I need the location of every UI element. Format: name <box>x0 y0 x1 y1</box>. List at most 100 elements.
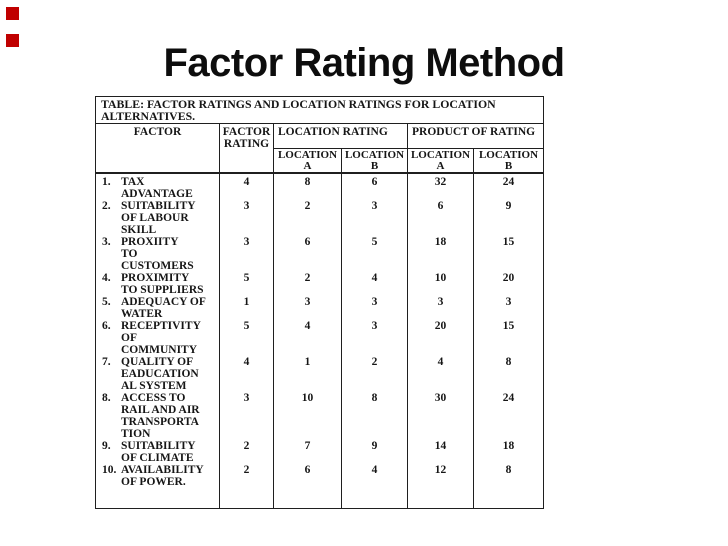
factor-number: 2. <box>102 200 111 212</box>
table-subheader-row: LOCATION A LOCATION B LOCATION A LOCATIO… <box>96 148 545 174</box>
table-row: 4. PROXIMITY TO SUPPLIERS 5 2 4 10 20 <box>95 272 545 296</box>
factor-name: PROXIITY TO CUSTOMERS <box>121 236 194 272</box>
table-row: 8. ACCESS TO RAIL AND AIR TRANSPORTA TION… <box>95 392 545 440</box>
location-a-rating-cell: 6 <box>273 236 342 272</box>
factor-rating-cell: 3 <box>219 236 274 272</box>
product-a-cell: 10 <box>407 272 474 296</box>
product-b-cell: 8 <box>472 464 545 488</box>
factor-rating-cell: 3 <box>219 392 274 440</box>
factor-rating-cell: 2 <box>219 464 274 488</box>
factor-cell: 6. RECEPTIVITY OF COMMUNITY <box>95 320 220 356</box>
product-b-cell: 8 <box>472 356 545 392</box>
factor-number: 4. <box>102 272 111 284</box>
location-a-rating-cell: 1 <box>273 356 342 392</box>
location-a-rating-cell: 3 <box>273 296 342 320</box>
subheader-location-a: LOCATION A <box>407 148 474 174</box>
factor-cell: 3. PROXIITY TO CUSTOMERS <box>95 236 220 272</box>
spacer-cell <box>407 488 474 509</box>
spacer-cell <box>273 488 342 509</box>
spacer-cell <box>341 488 408 509</box>
factor-name: RECEPTIVITY OF COMMUNITY <box>121 320 201 356</box>
product-a-cell: 18 <box>407 236 474 272</box>
factor-name: SUITABILITY OF CLIMATE <box>121 440 196 464</box>
table-row: 6. RECEPTIVITY OF COMMUNITY 5 4 3 20 15 <box>95 320 545 356</box>
location-b-rating-cell: 8 <box>341 392 408 440</box>
factor-number: 8. <box>102 392 111 404</box>
factor-rating-cell: 1 <box>219 296 274 320</box>
product-a-cell: 12 <box>407 464 474 488</box>
factor-number: 3. <box>102 236 111 248</box>
red-square-icon <box>6 34 19 47</box>
header-location-rating: LOCATION RATING <box>273 123 408 149</box>
table-row: 9. SUITABILITY OF CLIMATE 2 7 9 14 18 <box>95 440 545 464</box>
factor-rating-cell: 2 <box>219 440 274 464</box>
table-row: 7. QUALITY OF EADUCATION AL SYSTEM 4 1 2 4 8 <box>95 356 545 392</box>
factor-rating-cell: 5 <box>219 272 274 296</box>
product-a-cell: 3 <box>407 296 474 320</box>
location-b-rating-cell: 5 <box>341 236 408 272</box>
red-square-icon <box>6 7 19 20</box>
factor-number: 9. <box>102 440 111 452</box>
product-a-cell: 30 <box>407 392 474 440</box>
factor-cell: 5. ADEQUACY OF WATER <box>95 296 220 320</box>
product-b-cell: 15 <box>472 320 545 356</box>
product-b-cell: 9 <box>472 200 545 236</box>
product-b-cell: 20 <box>472 272 545 296</box>
table-header-row: FACTOR FACTOR RATING LOCATION RATING PRO… <box>95 123 545 174</box>
header-factor-rating: FACTOR RATING <box>219 123 274 174</box>
header-factor: FACTOR <box>95 123 220 174</box>
location-a-rating-cell: 2 <box>273 272 342 296</box>
factor-number: 7. <box>102 356 111 368</box>
location-a-rating-cell: 6 <box>273 464 342 488</box>
factor-rating-cell: 4 <box>219 356 274 392</box>
factor-cell: 7. QUALITY OF EADUCATION AL SYSTEM <box>95 356 220 392</box>
table-row: 5. ADEQUACY OF WATER 1 3 3 3 3 <box>95 296 545 320</box>
factor-cell: 8. ACCESS TO RAIL AND AIR TRANSPORTA TION <box>95 392 220 440</box>
factor-cell: 4. PROXIMITY TO SUPPLIERS <box>95 272 220 296</box>
spacer-cell <box>472 488 545 509</box>
product-b-cell: 24 <box>472 173 545 200</box>
table-body: 1. TAX ADVANTAGE 4 8 6 32 24 2. SUITABILITY OF L… <box>95 173 545 509</box>
factor-cell: 1. TAX ADVANTAGE <box>95 173 220 200</box>
factor-cell: 10. AVAILABILITY OF POWER. <box>95 464 220 488</box>
table-row: 2. SUITABILITY OF LABOUR SKILL 3 2 3 6 9 <box>95 200 545 236</box>
factor-number: 10. <box>102 464 117 476</box>
location-a-rating-cell: 8 <box>273 173 342 200</box>
product-a-cell: 32 <box>407 173 474 200</box>
product-b-cell: 15 <box>472 236 545 272</box>
product-a-cell: 6 <box>407 200 474 236</box>
table-row: 10. AVAILABILITY OF POWER. 2 6 4 12 8 <box>95 464 545 488</box>
spacer-cell <box>95 488 220 509</box>
table-row: 3. PROXIITY TO CUSTOMERS 3 6 5 18 15 <box>95 236 545 272</box>
location-b-rating-cell: 3 <box>341 296 408 320</box>
location-b-rating-cell: 3 <box>341 200 408 236</box>
table-caption-row: TABLE: FACTOR RATINGS AND LOCATION RATIN… <box>94 96 545 124</box>
factor-name: PROXIMITY TO SUPPLIERS <box>121 272 204 296</box>
subheader-location-b: LOCATION B <box>472 148 545 174</box>
location-b-rating-cell: 9 <box>341 440 408 464</box>
factor-rating-cell: 5 <box>219 320 274 356</box>
factor-name: ADEQUACY OF WATER <box>121 296 206 320</box>
factor-number: 1. <box>102 176 111 188</box>
location-b-rating-cell: 6 <box>341 173 408 200</box>
location-b-rating-cell: 4 <box>341 464 408 488</box>
location-a-rating-cell: 10 <box>273 392 342 440</box>
factor-number: 5. <box>102 296 111 308</box>
factor-name: AVAILABILITY OF POWER. <box>121 464 204 488</box>
product-a-cell: 20 <box>407 320 474 356</box>
location-b-rating-cell: 3 <box>341 320 408 356</box>
product-a-cell: 14 <box>407 440 474 464</box>
product-b-cell: 18 <box>472 440 545 464</box>
location-b-rating-cell: 4 <box>341 272 408 296</box>
factor-cell: 9. SUITABILITY OF CLIMATE <box>95 440 220 464</box>
factor-name: SUITABILITY OF LABOUR SKILL <box>121 200 196 236</box>
location-a-rating-cell: 4 <box>273 320 342 356</box>
slide-title: Factor Rating Method <box>163 41 565 85</box>
product-b-cell: 24 <box>472 392 545 440</box>
factor-name: TAX ADVANTAGE <box>121 176 193 200</box>
factor-number: 6. <box>102 320 111 332</box>
table-row: 1. TAX ADVANTAGE 4 8 6 32 24 <box>95 173 545 200</box>
header-product-of-rating: PRODUCT OF RATING <box>406 123 545 149</box>
location-b-rating-cell: 2 <box>341 356 408 392</box>
